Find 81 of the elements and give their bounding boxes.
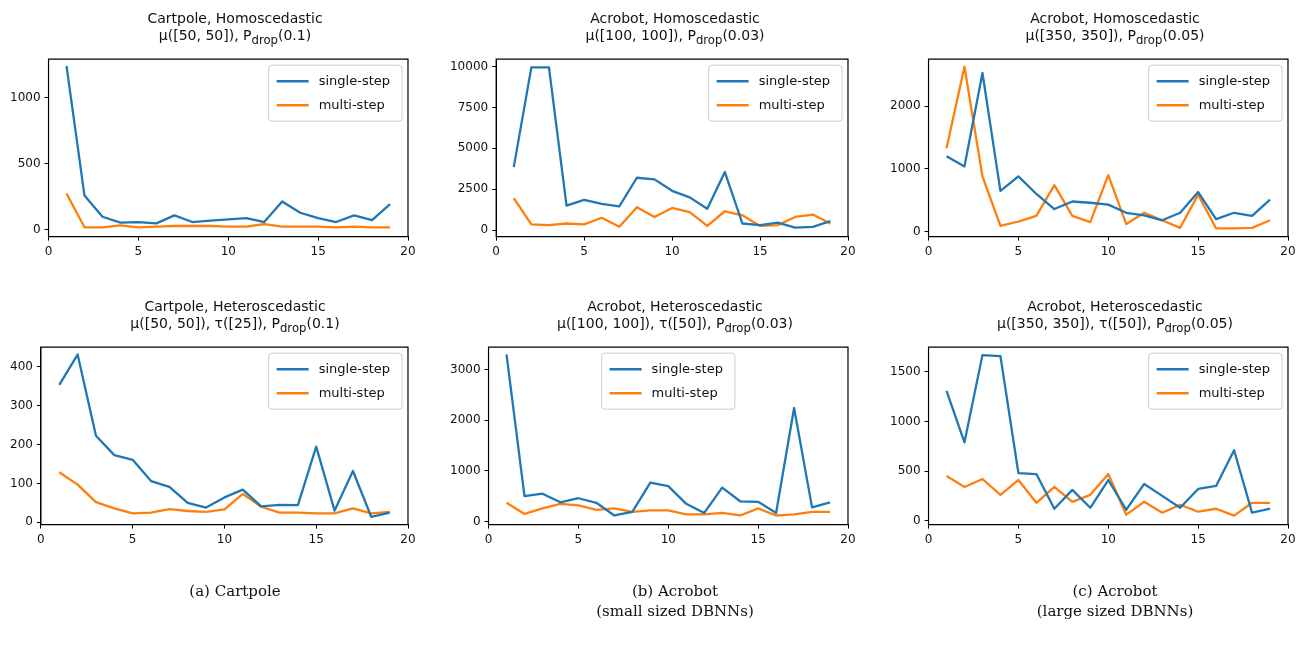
y-tick-label: 1000 bbox=[9, 89, 41, 104]
chart-title: Acrobot, Homoscedastic bbox=[589, 10, 761, 27]
chart-subtitle: μ([100, 100]), P$_{drop}$(0.03) bbox=[584, 27, 766, 49]
x-tick-label: 10 bbox=[1100, 531, 1116, 546]
text: (small sized DBNNs) bbox=[595, 601, 755, 621]
x-tick-label: 15 bbox=[1190, 243, 1206, 258]
y-tick-label: 100 bbox=[10, 475, 33, 490]
chart-subtitle: μ([350, 350]), τ([50]), P$_{drop}$(0.05) bbox=[996, 315, 1234, 337]
x-tick-label: 0 bbox=[44, 243, 53, 258]
x-tick-label: 15 bbox=[310, 243, 326, 258]
y-tick-label: 0 bbox=[912, 512, 921, 527]
y-tick-label: 5000 bbox=[457, 140, 489, 155]
x-tick-label: 5 bbox=[1014, 243, 1023, 258]
legend-label: multi-step bbox=[318, 384, 385, 400]
y-tick-label: 500 bbox=[17, 155, 41, 170]
x-tick-label: 15 bbox=[1190, 531, 1206, 546]
y-tick-label: 300 bbox=[10, 397, 33, 412]
chart-title: Cartpole, Heteroscedastic bbox=[143, 298, 327, 315]
y-tick-label: 1500 bbox=[889, 364, 921, 379]
y-tick-label: 0 bbox=[912, 223, 921, 238]
y-tick-label: 0 bbox=[480, 222, 489, 237]
x-tick-label: 5 bbox=[134, 243, 143, 258]
legend-label: multi-step bbox=[758, 96, 825, 112]
x-tick-label: 0 bbox=[492, 243, 500, 258]
y-tick-label: 2500 bbox=[457, 181, 489, 196]
y-tick-label: 1000 bbox=[889, 413, 921, 428]
chart-title: Acrobot, Heteroscedastic bbox=[586, 298, 764, 315]
text: (large sized DBNNs) bbox=[1035, 601, 1195, 621]
y-tick-label: 400 bbox=[10, 359, 33, 374]
chart-subtitle: μ([50, 50]), P$_{drop}$(0.1) bbox=[157, 27, 313, 49]
x-tick-label: 5 bbox=[580, 243, 588, 258]
x-tick-label: 5 bbox=[128, 531, 137, 546]
x-tick-label: 15 bbox=[752, 243, 768, 258]
x-tick-label: 10 bbox=[216, 531, 233, 546]
y-tick-label: 2000 bbox=[449, 412, 481, 427]
x-tick-label: 5 bbox=[1014, 531, 1023, 546]
x-tick-label: 20 bbox=[400, 243, 416, 258]
chart-subtitle: μ([100, 100]), τ([50]), P$_{drop}$(0.03) bbox=[556, 315, 794, 337]
text: (c) Acrobot bbox=[1071, 581, 1159, 601]
legend-label: single-step bbox=[1198, 360, 1270, 376]
y-tick-label: 0 bbox=[32, 222, 41, 237]
y-tick-label: 500 bbox=[897, 463, 921, 478]
y-tick-label: 1000 bbox=[449, 463, 481, 477]
x-tick-label: 20 bbox=[840, 531, 856, 546]
legend-label: single-step bbox=[758, 72, 830, 88]
y-tick-label: 7500 bbox=[457, 99, 489, 114]
x-tick-label: 10 bbox=[1100, 243, 1116, 258]
legend-label: multi-step bbox=[318, 96, 385, 112]
x-tick-label: 15 bbox=[308, 531, 324, 546]
y-tick-label: 1000 bbox=[889, 161, 921, 176]
x-tick-label: 15 bbox=[750, 531, 766, 546]
chart-title: Acrobot, Homoscedastic bbox=[1029, 10, 1201, 27]
legend-label: single-step bbox=[1198, 72, 1270, 88]
x-tick-label: 10 bbox=[664, 243, 680, 258]
text: (a) Cartpole bbox=[188, 581, 282, 601]
x-tick-label: 20 bbox=[1280, 531, 1296, 546]
y-tick-label: 3000 bbox=[449, 361, 481, 376]
x-tick-label: 20 bbox=[1280, 243, 1296, 258]
legend-label: multi-step bbox=[651, 384, 718, 400]
legend-label: single-step bbox=[318, 360, 390, 376]
y-tick-label: 200 bbox=[10, 436, 33, 451]
x-tick-label: 0 bbox=[924, 531, 933, 546]
chart-title: Acrobot, Heteroscedastic bbox=[1026, 298, 1204, 315]
chart-subtitle: μ([350, 350]), P$_{drop}$(0.05) bbox=[1024, 27, 1206, 49]
chart-subtitle: μ([50, 50]), τ([25]), P$_{drop}$(0.1) bbox=[129, 315, 341, 337]
y-tick-label: 2000 bbox=[889, 98, 921, 113]
legend-label: single-step bbox=[318, 72, 390, 88]
x-tick-label: 20 bbox=[840, 243, 856, 258]
legend-label: multi-step bbox=[1198, 384, 1265, 400]
x-tick-label: 20 bbox=[400, 531, 416, 546]
x-tick-label: 5 bbox=[574, 531, 583, 546]
y-tick-label: 0 bbox=[472, 513, 481, 528]
legend-label: single-step bbox=[651, 360, 723, 376]
x-tick-label: 10 bbox=[220, 243, 236, 258]
y-tick-label: 0 bbox=[25, 514, 33, 529]
text: (b) Acrobot bbox=[630, 581, 720, 601]
legend-label: multi-step bbox=[1198, 96, 1265, 112]
x-tick-label: 10 bbox=[660, 531, 676, 546]
x-tick-label: 0 bbox=[924, 243, 933, 258]
y-tick-label: 10000 bbox=[449, 58, 489, 73]
chart-title: Cartpole, Homoscedastic bbox=[146, 10, 324, 27]
